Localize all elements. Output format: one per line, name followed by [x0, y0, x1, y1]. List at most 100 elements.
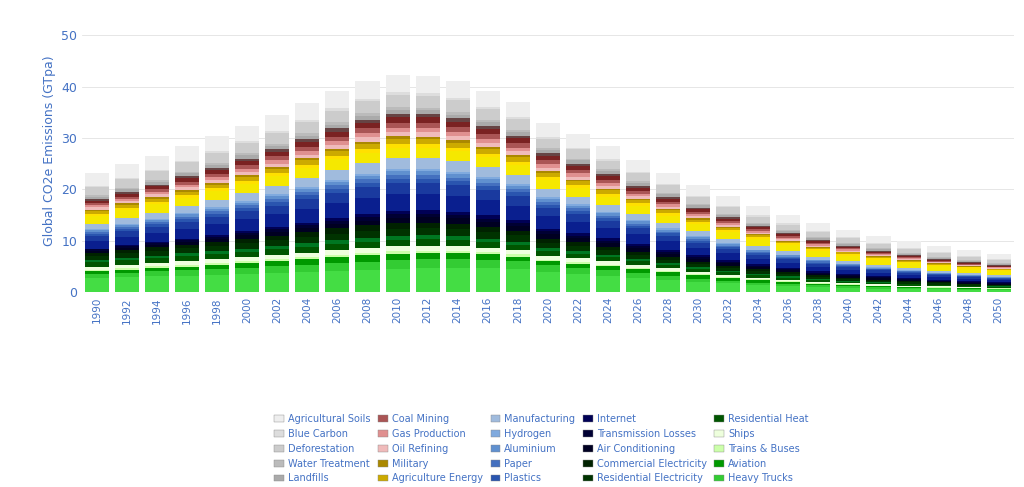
Bar [385, 175, 410, 179]
Bar [506, 119, 529, 130]
Bar [987, 287, 1011, 288]
Bar [476, 147, 500, 150]
Bar [776, 268, 801, 269]
Bar [295, 237, 319, 244]
Bar [416, 110, 439, 114]
Bar [866, 286, 891, 287]
Bar [897, 261, 921, 262]
Bar [626, 173, 650, 181]
Bar [716, 277, 740, 278]
Bar [385, 269, 410, 292]
Bar [476, 122, 500, 126]
Bar [205, 174, 229, 177]
Bar [145, 225, 169, 227]
Bar [236, 235, 259, 239]
Bar [806, 274, 830, 275]
Bar [506, 244, 529, 250]
Bar [596, 174, 620, 176]
Bar [85, 232, 109, 234]
Bar [236, 211, 259, 219]
Bar [897, 262, 921, 263]
Bar [776, 251, 801, 255]
Bar [326, 271, 349, 292]
Bar [145, 243, 169, 245]
Bar [776, 224, 801, 225]
Bar [536, 248, 560, 251]
Bar [506, 250, 529, 254]
Bar [145, 271, 169, 276]
Bar [716, 272, 740, 275]
Bar [987, 265, 1011, 266]
Bar [927, 288, 950, 289]
Bar [746, 266, 770, 267]
Bar [445, 178, 470, 181]
Bar [355, 120, 380, 123]
Bar [85, 187, 109, 195]
Bar [85, 199, 109, 201]
Bar [746, 231, 770, 233]
Bar [416, 94, 439, 96]
Bar [445, 259, 470, 267]
Bar [445, 118, 470, 122]
Bar [416, 259, 439, 268]
Bar [866, 252, 891, 253]
Bar [566, 188, 590, 197]
Bar [716, 263, 740, 265]
Bar [686, 267, 711, 269]
Bar [837, 281, 860, 283]
Bar [806, 251, 830, 257]
Bar [236, 208, 259, 211]
Bar [445, 253, 470, 259]
Bar [265, 186, 290, 194]
Bar [987, 263, 1011, 264]
Bar [716, 232, 740, 239]
Bar [987, 284, 1011, 285]
Bar [716, 253, 740, 260]
Bar [866, 270, 891, 273]
Bar [145, 245, 169, 247]
Bar [175, 222, 199, 228]
Bar [776, 230, 801, 231]
Bar [897, 258, 921, 259]
Bar [686, 237, 711, 239]
Bar [626, 191, 650, 194]
Bar [236, 261, 259, 263]
Bar [987, 282, 1011, 283]
Bar [175, 178, 199, 182]
Bar [626, 171, 650, 173]
Bar [806, 240, 830, 241]
Bar [265, 115, 290, 131]
Bar [626, 234, 650, 244]
Bar [956, 269, 981, 273]
Bar [145, 276, 169, 292]
Bar [897, 255, 921, 256]
Bar [265, 232, 290, 236]
Bar [295, 160, 319, 165]
Bar [837, 237, 860, 238]
Bar [265, 199, 290, 202]
Bar [596, 171, 620, 174]
Bar [686, 255, 711, 257]
Bar [866, 251, 891, 252]
Bar [476, 107, 500, 109]
Bar [716, 271, 740, 272]
Bar [355, 187, 380, 198]
Bar [175, 162, 199, 171]
Bar [326, 111, 349, 122]
Bar [295, 158, 319, 160]
Bar [716, 228, 740, 230]
Bar [837, 275, 860, 276]
Bar [355, 81, 380, 99]
Bar [626, 246, 650, 248]
Bar [236, 201, 259, 203]
Bar [416, 96, 439, 108]
Bar [837, 288, 860, 292]
Bar [326, 122, 349, 125]
Bar [776, 215, 801, 224]
Bar [536, 180, 560, 189]
Bar [927, 284, 950, 285]
Bar [145, 219, 169, 220]
Bar [626, 228, 650, 234]
Bar [536, 251, 560, 256]
Bar [445, 114, 470, 118]
